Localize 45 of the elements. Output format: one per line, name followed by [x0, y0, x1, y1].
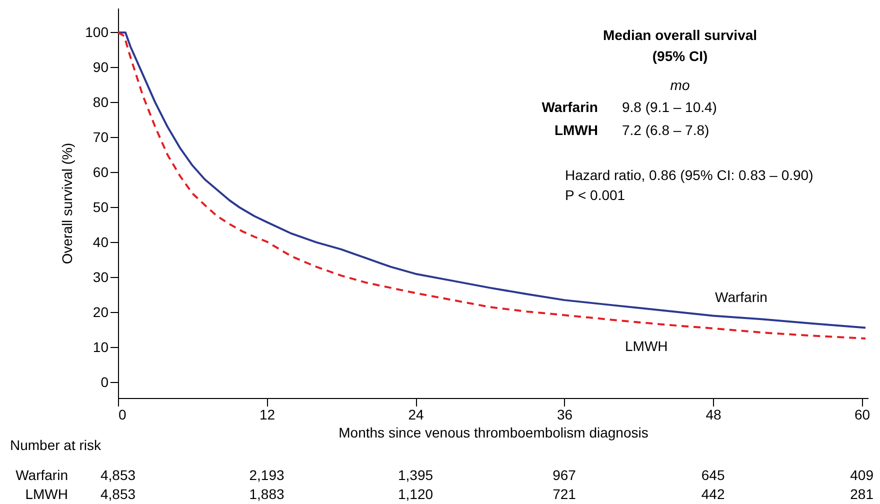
y-tick-label: 100 — [85, 24, 109, 40]
annotation: LMWH — [554, 122, 598, 138]
text: 1,120 — [398, 486, 434, 502]
annotation: (95% CI) — [652, 48, 708, 64]
y-tick-label: 10 — [92, 338, 109, 355]
y-tick-label: 30 — [92, 268, 109, 285]
y-tick-label: 0 — [100, 374, 109, 390]
y-tick-label: 40 — [92, 234, 109, 250]
x-tick-label: 12 — [259, 406, 276, 422]
x-tick-label: 60 — [854, 406, 870, 422]
x-axis-title: Months since venous thromboembolism diagnosis — [338, 424, 648, 440]
x-tick-label: 24 — [408, 406, 424, 422]
series-label: LMWH — [625, 338, 668, 354]
y-tick-label: 20 — [92, 304, 109, 320]
annotation: 9.8 (9.1 – 10.4) — [622, 99, 717, 115]
text: Number at risk — [10, 437, 102, 453]
y-tick-label: 90 — [92, 58, 109, 75]
text: 4,853 — [100, 467, 136, 483]
text: 1,883 — [249, 486, 284, 502]
annotation: 7.2 (6.8 – 7.8) — [622, 122, 710, 138]
text: 4,853 — [100, 486, 136, 502]
text: 645 — [701, 467, 725, 483]
text: 281 — [850, 486, 874, 502]
text: LMWH — [25, 486, 68, 502]
annotation: Warfarin — [542, 99, 598, 115]
annotation: P < 0.001 — [565, 187, 626, 203]
text: 1,395 — [398, 467, 434, 483]
text: 409 — [850, 467, 874, 483]
text: 2,193 — [249, 467, 284, 483]
y-tick-label: 80 — [92, 94, 109, 110]
text: 721 — [552, 486, 576, 502]
series-label: Warfarin — [715, 289, 768, 305]
y-tick-label: 50 — [92, 198, 109, 215]
text: 442 — [701, 486, 725, 502]
x-tick-label: 0 — [118, 406, 126, 422]
y-axis-title: Overall survival (%) — [59, 142, 76, 264]
annotation: Median overall survival — [602, 27, 758, 43]
text: Warfarin — [16, 467, 68, 483]
y-tick-label: 70 — [92, 128, 109, 145]
x-tick-label: 36 — [556, 406, 573, 422]
x-tick-label: 48 — [706, 406, 722, 422]
annotation: Hazard ratio, 0.86 (95% CI: 0.83 – 0.90) — [565, 167, 814, 183]
annotation: mo — [670, 77, 690, 93]
y-tick-label: 60 — [92, 164, 109, 180]
text: 967 — [552, 467, 576, 483]
